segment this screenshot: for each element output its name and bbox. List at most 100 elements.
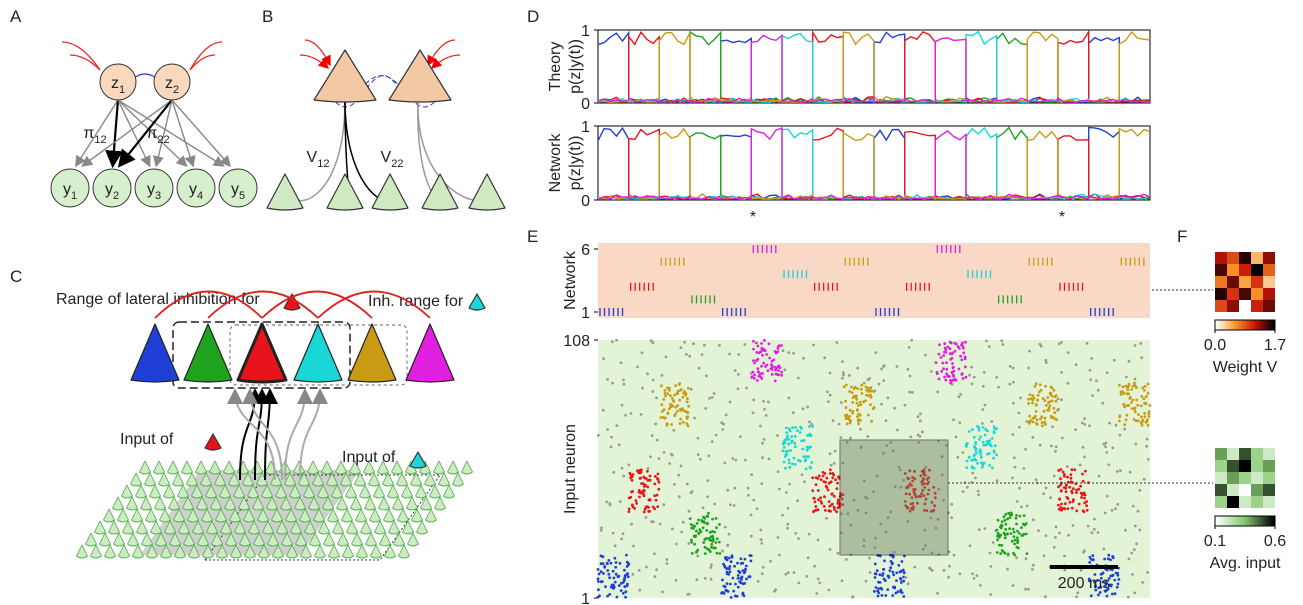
spike [1022,533,1025,536]
spike [1106,595,1109,598]
panel-label: F [1177,227,1187,246]
spike [984,434,987,437]
spike [841,377,844,380]
spike [1051,399,1054,402]
y-tick-label: 1 [581,23,590,40]
spike [817,498,820,501]
spike [763,339,766,342]
spike [857,404,860,407]
neuron [375,521,386,534]
spike [988,464,991,467]
spike [994,444,997,447]
spike [718,523,721,526]
subscript: 2 [113,190,119,202]
spike [950,516,953,519]
spike [848,415,851,418]
colorbar-tick-label: 1.7 [1264,337,1286,354]
spike [1143,478,1146,481]
spike [1093,528,1096,531]
spike [1042,397,1045,400]
spike [749,575,752,578]
spike [1010,532,1013,535]
spike [1088,561,1091,564]
spike [938,378,941,381]
spike [662,503,665,506]
spike [984,527,987,530]
spike [1024,448,1027,451]
spike [657,488,660,491]
neuron [348,324,396,382]
spike [1071,468,1074,471]
heatmap-cell [1239,264,1251,276]
spike [942,354,945,357]
spike [859,401,862,404]
spike [849,422,852,425]
spike [909,436,912,439]
spike [702,506,705,509]
spike [1111,446,1114,449]
spike [696,555,699,558]
spike [964,356,967,359]
spike [1014,539,1017,542]
neuron [324,533,335,546]
spike [715,434,718,437]
neuron [389,50,451,102]
colorbar [1237,516,1239,526]
spike [1000,544,1003,547]
spike [943,342,946,345]
spike [806,434,809,437]
heatmap-cell [1227,300,1239,312]
spike [709,566,712,569]
spike [863,382,866,385]
spike [1027,402,1030,405]
spike [1039,444,1042,447]
spike [688,510,691,513]
spike [611,340,614,343]
spike [659,523,662,526]
inhibition [134,74,156,78]
spike [820,478,823,481]
spike [830,464,833,467]
spike [788,462,791,465]
spike [621,467,624,470]
neuron [95,521,106,534]
neuron [384,509,395,522]
spike [680,531,683,534]
heatmap-cell [1239,252,1251,264]
spike [988,452,991,455]
spike [678,399,681,402]
spike [676,410,679,413]
spike [1037,529,1040,532]
spike [887,575,890,578]
spike [678,382,681,385]
spike [644,484,647,487]
spike [1032,564,1035,567]
spike [750,473,753,476]
spike [661,374,664,377]
spike [969,544,972,547]
spike [715,526,718,529]
spike [973,458,976,461]
spike [781,514,784,517]
spike [660,403,663,406]
heatmap-cell [1251,472,1263,484]
spike [698,528,701,531]
spike [675,392,678,395]
spike [743,343,746,346]
spike [1018,426,1021,429]
spike [1137,413,1140,416]
spike [1082,480,1085,483]
spike [883,560,886,563]
spike [889,569,892,572]
spike [996,551,999,554]
spike [874,563,877,566]
spike [950,342,953,345]
spike [982,464,985,467]
spike [630,412,633,415]
spike [951,352,954,355]
spike [641,387,644,390]
spike [1122,386,1125,389]
spike [899,577,902,580]
spike [959,393,962,396]
spike [1006,518,1009,521]
